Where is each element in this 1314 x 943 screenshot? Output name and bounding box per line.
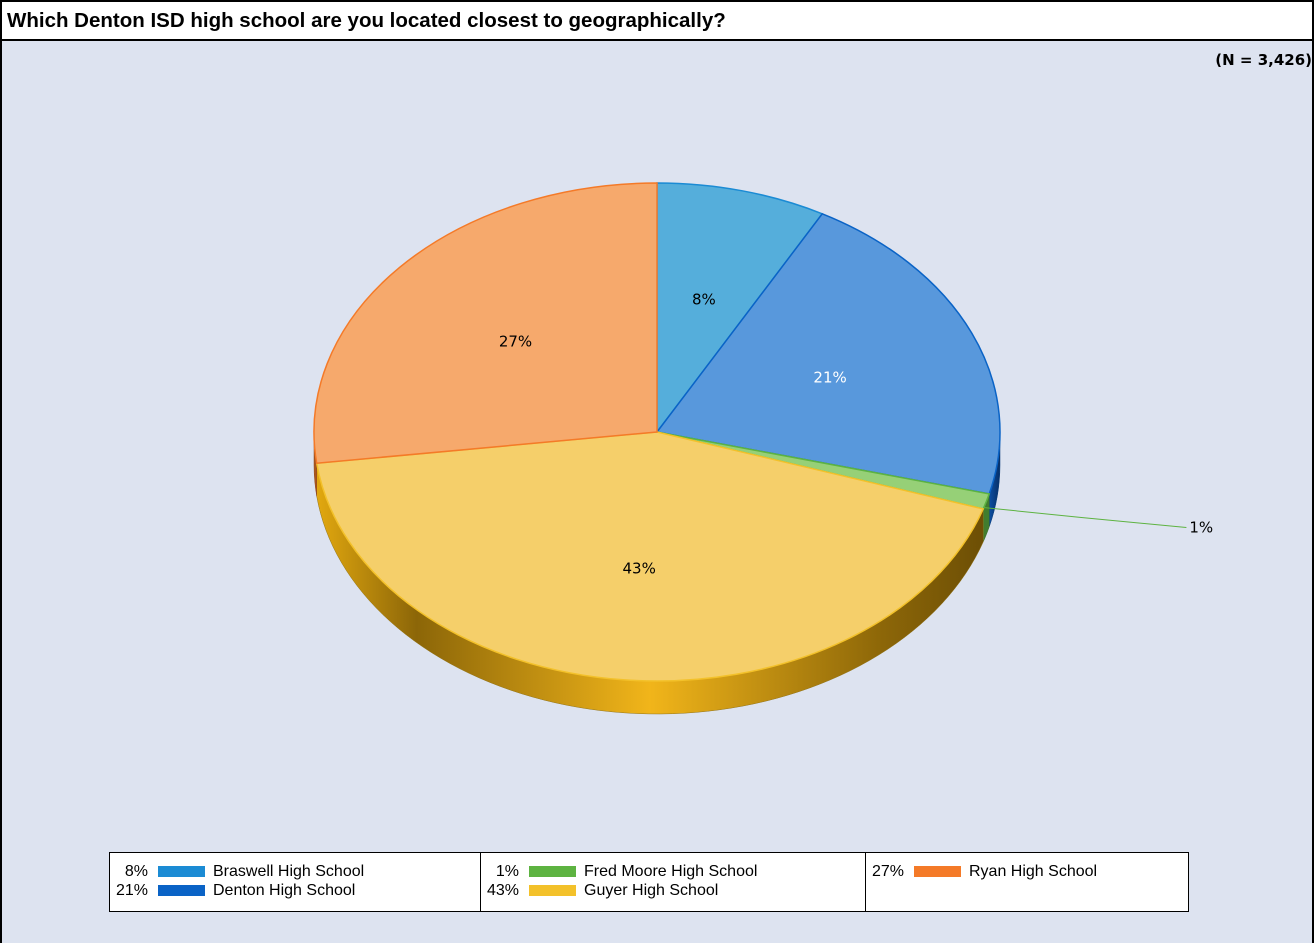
legend-column: 8% Braswell High School 21% Denton High Sch… xyxy=(110,853,480,911)
pie-data-label-denton-high-school: 21% xyxy=(813,369,846,387)
legend-percent: 21% xyxy=(115,881,148,899)
title-bar: Which Denton ISD high school are you loc… xyxy=(2,2,1312,41)
legend-item-guyer-high-school: 43% Guyer High School xyxy=(481,881,865,900)
pie-data-label-ryan-high-school: 27% xyxy=(499,332,532,350)
pie-slice-denton-high-school xyxy=(655,212,1001,495)
legend-column: 1% Fred Moore High School 43% Guyer High Sc… xyxy=(480,853,865,911)
pie-tops xyxy=(313,182,1001,682)
pie-slice-guyer-high-school xyxy=(315,431,985,682)
legend-percent: 43% xyxy=(486,881,519,899)
legend-percent: 8% xyxy=(124,862,148,880)
pie-leader-line-fred-moore-high-school xyxy=(983,507,1187,528)
pie-data-label-fred-moore-high-school: 1% xyxy=(1189,519,1213,537)
pie-labels: 8% 21% 1% 43% 27% xyxy=(499,290,1213,577)
sample-size-label: (N = 3,426) xyxy=(1215,51,1312,69)
legend-label: Guyer High School xyxy=(584,881,719,899)
legend-swatch xyxy=(529,885,576,896)
legend-label: Fred Moore High School xyxy=(584,862,758,880)
legend: 8% Braswell High School 21% Denton High Sch… xyxy=(109,852,1189,912)
chart-title: Which Denton ISD high school are you loc… xyxy=(7,9,726,32)
legend-swatch xyxy=(158,885,205,896)
legend-label: Denton High School xyxy=(213,881,356,899)
pie-data-label-guyer-high-school: 43% xyxy=(623,559,656,577)
pie-slice-ryan-high-school xyxy=(313,182,658,465)
legend-percent: 27% xyxy=(871,862,904,880)
legend-swatch xyxy=(158,866,205,877)
legend-percent: 1% xyxy=(495,862,519,880)
legend-label: Ryan High School xyxy=(969,862,1098,880)
legend-swatch xyxy=(914,866,961,877)
legend-swatch xyxy=(529,866,576,877)
legend-label: Braswell High School xyxy=(213,862,365,880)
legend-item-denton-high-school: 21% Denton High School xyxy=(110,881,480,900)
legend-column: 27% Ryan High School xyxy=(865,853,1188,911)
legend-item-fred-moore-high-school: 1% Fred Moore High School xyxy=(481,862,865,881)
legend-item-ryan-high-school: 27% Ryan High School xyxy=(866,862,1188,881)
pie-slice-braswell-high-school xyxy=(656,182,824,435)
pie-data-label-braswell-high-school: 8% xyxy=(692,290,716,308)
legend-item-braswell-high-school: 8% Braswell High School xyxy=(110,862,480,881)
